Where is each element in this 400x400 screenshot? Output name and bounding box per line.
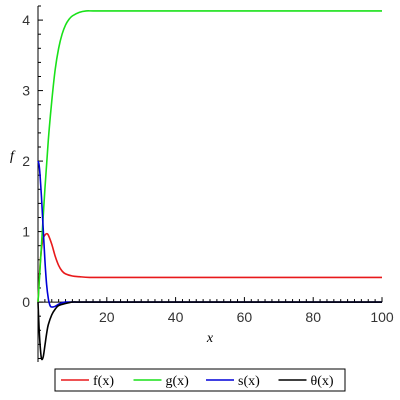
y-axis-label: f xyxy=(10,149,16,164)
y-tick-label: 0 xyxy=(22,294,30,310)
series-line-x xyxy=(37,301,382,361)
x-tick-label: 60 xyxy=(237,309,253,325)
plot-area: 20 40 60 80 100 0 1 2 3 4 xyxy=(22,5,394,362)
legend-label-x: θ(x) xyxy=(311,374,334,389)
y-tick-label: 4 xyxy=(22,12,30,28)
series-line-fx xyxy=(37,232,382,303)
series-line-gx xyxy=(37,10,382,303)
y-tick-label: 2 xyxy=(22,153,30,169)
x-axis-label: x xyxy=(206,331,214,346)
series-line-sx xyxy=(37,160,382,308)
x-tick-label: 100 xyxy=(370,309,394,325)
x-tick-label: 40 xyxy=(168,309,184,325)
x-tick-label: 20 xyxy=(99,309,115,325)
y-ticks: 0 1 2 3 4 xyxy=(22,5,43,359)
x-ticks: 20 40 60 80 100 xyxy=(44,297,394,325)
legend-box xyxy=(54,368,346,392)
legend: f(x) g(x) s(x) θ(x) xyxy=(54,368,346,392)
series-lines xyxy=(37,10,382,361)
legend-label-sx: s(x) xyxy=(238,374,260,389)
y-tick-label: 1 xyxy=(22,224,30,240)
y-tick-label: 3 xyxy=(22,83,30,99)
x-tick-label: 80 xyxy=(305,309,321,325)
legend-label-gx: g(x) xyxy=(166,374,190,389)
legend-label-fx: f(x) xyxy=(93,374,114,389)
